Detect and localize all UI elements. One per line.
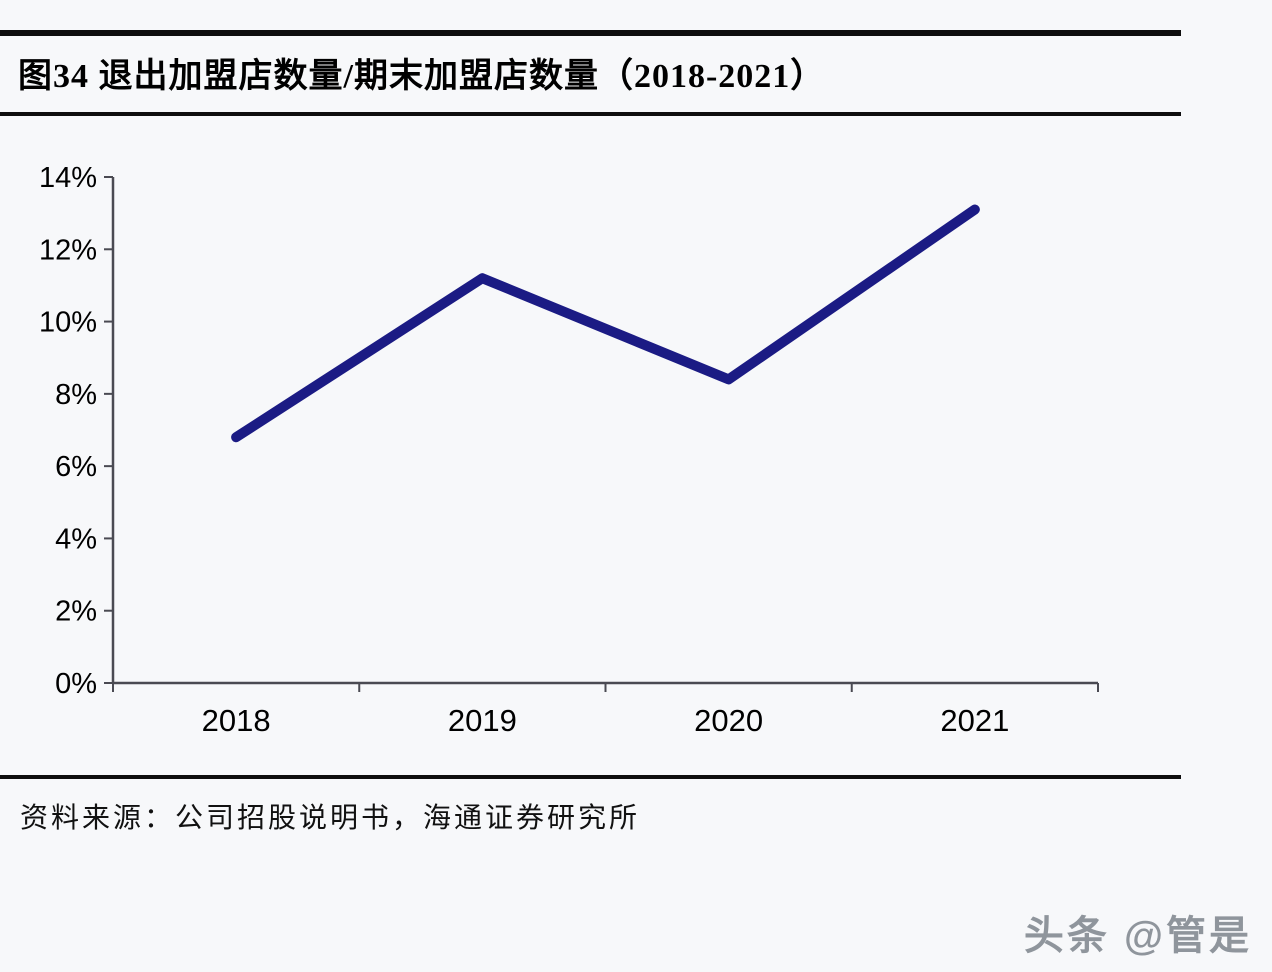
x-tick-label: 2019 (448, 703, 517, 738)
x-tick-label: 2021 (940, 703, 1009, 738)
y-tick-label: 14% (39, 162, 97, 194)
y-tick-label: 0% (55, 668, 97, 700)
y-tick-label: 2% (55, 596, 97, 628)
y-tick-label: 4% (55, 523, 97, 555)
y-tick-label: 6% (55, 451, 97, 483)
watermark: 头条 @管是 (1023, 914, 1252, 958)
y-tick-label: 8% (55, 379, 97, 411)
source-note: 资料来源：公司招股说明书，海通证券研究所 (20, 803, 641, 834)
top-rule (0, 30, 1181, 36)
y-tick-label: 12% (39, 234, 97, 266)
x-tick-label: 2020 (694, 703, 763, 738)
y-tick-label: 10% (39, 307, 97, 339)
x-tick-label: 2018 (202, 703, 271, 738)
data-line-series (231, 204, 980, 443)
bottom-rule (0, 775, 1181, 779)
title-divider-rule (0, 112, 1181, 116)
figure-title: 图34 退出加盟店数量/期末加盟店数量（2018-2021） (18, 58, 826, 95)
